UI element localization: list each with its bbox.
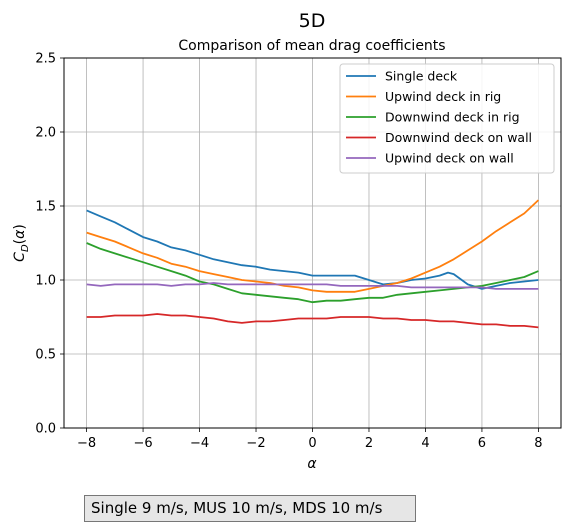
legend-label: Upwind deck in rig: [385, 89, 501, 104]
legend-frame: [339, 63, 555, 174]
legend-label: Downwind deck on wall: [385, 130, 532, 145]
x-tick-label: −6: [133, 436, 152, 451]
series-line-single-deck: [86, 209, 539, 290]
series-line-upwind-deck-on-wall: [86, 282, 539, 290]
y-tick-label: 2.0: [35, 126, 56, 141]
series-line-downwind-deck-on-wall: [86, 313, 539, 329]
x-tick-label: −8: [77, 436, 96, 451]
x-tick-label: −4: [190, 436, 209, 451]
x-axis-ticks: −8 −6 −4 −2 0 2 4 6 8: [77, 428, 543, 451]
series-lines: [86, 199, 540, 329]
y-tick-label: 2.5: [35, 52, 56, 67]
x-tick-label: 4: [421, 436, 429, 451]
settings-caption: Single 9 m/s, MUS 10 m/s, MDS 10 m/s: [84, 495, 416, 522]
legend-label: Upwind deck on wall: [385, 151, 514, 166]
x-tick-label: 0: [308, 436, 316, 451]
x-tick-label: −2: [246, 436, 265, 451]
legend-label: Single deck: [385, 69, 458, 84]
y-tick-label: 1.5: [35, 200, 56, 215]
x-tick-label: 2: [365, 436, 373, 451]
figure-suptitle: 5D: [299, 10, 326, 32]
series-line-upwind-deck-in-rig: [86, 199, 540, 293]
x-axis-label: α: [307, 456, 317, 472]
x-tick-label: 8: [534, 436, 542, 451]
y-tick-label: 0.5: [35, 348, 56, 363]
y-tick-label: 1.0: [35, 274, 56, 289]
y-axis-ticks: 0.0 0.5 1.0 1.5 2.0 2.5: [35, 52, 64, 437]
y-tick-label: 0.0: [35, 422, 56, 437]
chart-title: Comparison of mean drag coefficients: [178, 38, 445, 54]
legend-label: Downwind deck in rig: [385, 110, 520, 125]
legend: Single deck Upwind deck in rig Downwind de…: [339, 63, 555, 174]
x-tick-label: 6: [478, 436, 486, 451]
y-axis-label: CD(α): [12, 224, 31, 262]
